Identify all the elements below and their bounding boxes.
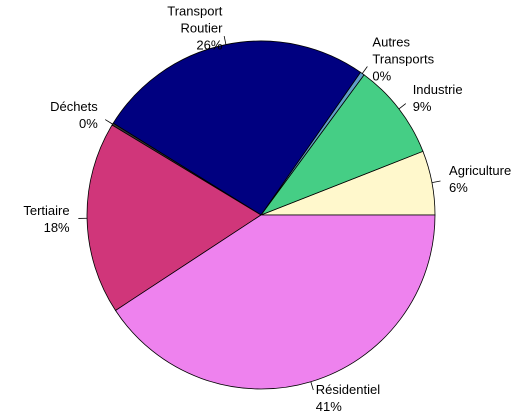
leader-line bbox=[361, 66, 368, 74]
pie-slice bbox=[86, 124, 262, 312]
slice-percent: 26% bbox=[196, 37, 223, 53]
slice-percent: 0% bbox=[372, 68, 392, 84]
slice-percent: 6% bbox=[449, 180, 468, 196]
leader-line bbox=[431, 180, 441, 183]
leader-line bbox=[398, 103, 407, 110]
slice-percent: 9% bbox=[412, 99, 432, 115]
slice-label: Transport Routier 26% bbox=[152, 2, 222, 53]
slice-name: Industrie bbox=[412, 82, 463, 98]
slice-name: Déchets bbox=[50, 99, 98, 115]
slice-name: Transport Routier bbox=[167, 3, 223, 36]
slice-percent: 41% bbox=[315, 399, 342, 415]
slice-label: Résidentiel 41% bbox=[316, 381, 380, 415]
slice-name: Agriculture bbox=[449, 163, 512, 179]
slice-label: Tertiaire 18% bbox=[23, 202, 69, 236]
slice-name: Autres Transports bbox=[372, 34, 435, 67]
slice-label: Agriculture 6% bbox=[449, 162, 511, 196]
slice-label: Autres Transports 0% bbox=[372, 34, 442, 85]
pie-slice bbox=[114, 214, 436, 390]
pie-slice bbox=[259, 74, 424, 216]
slice-name: Résidentiel bbox=[315, 382, 381, 398]
slice-label: Déchets 0% bbox=[50, 98, 98, 132]
leader-line bbox=[104, 119, 113, 125]
slice-percent: 0% bbox=[78, 116, 98, 132]
slice-name: Tertiaire bbox=[23, 202, 70, 218]
slice-label: Industrie 9% bbox=[413, 81, 463, 115]
slice-percent: 18% bbox=[43, 219, 70, 235]
leader-line bbox=[223, 35, 227, 45]
leader-line bbox=[310, 381, 314, 391]
